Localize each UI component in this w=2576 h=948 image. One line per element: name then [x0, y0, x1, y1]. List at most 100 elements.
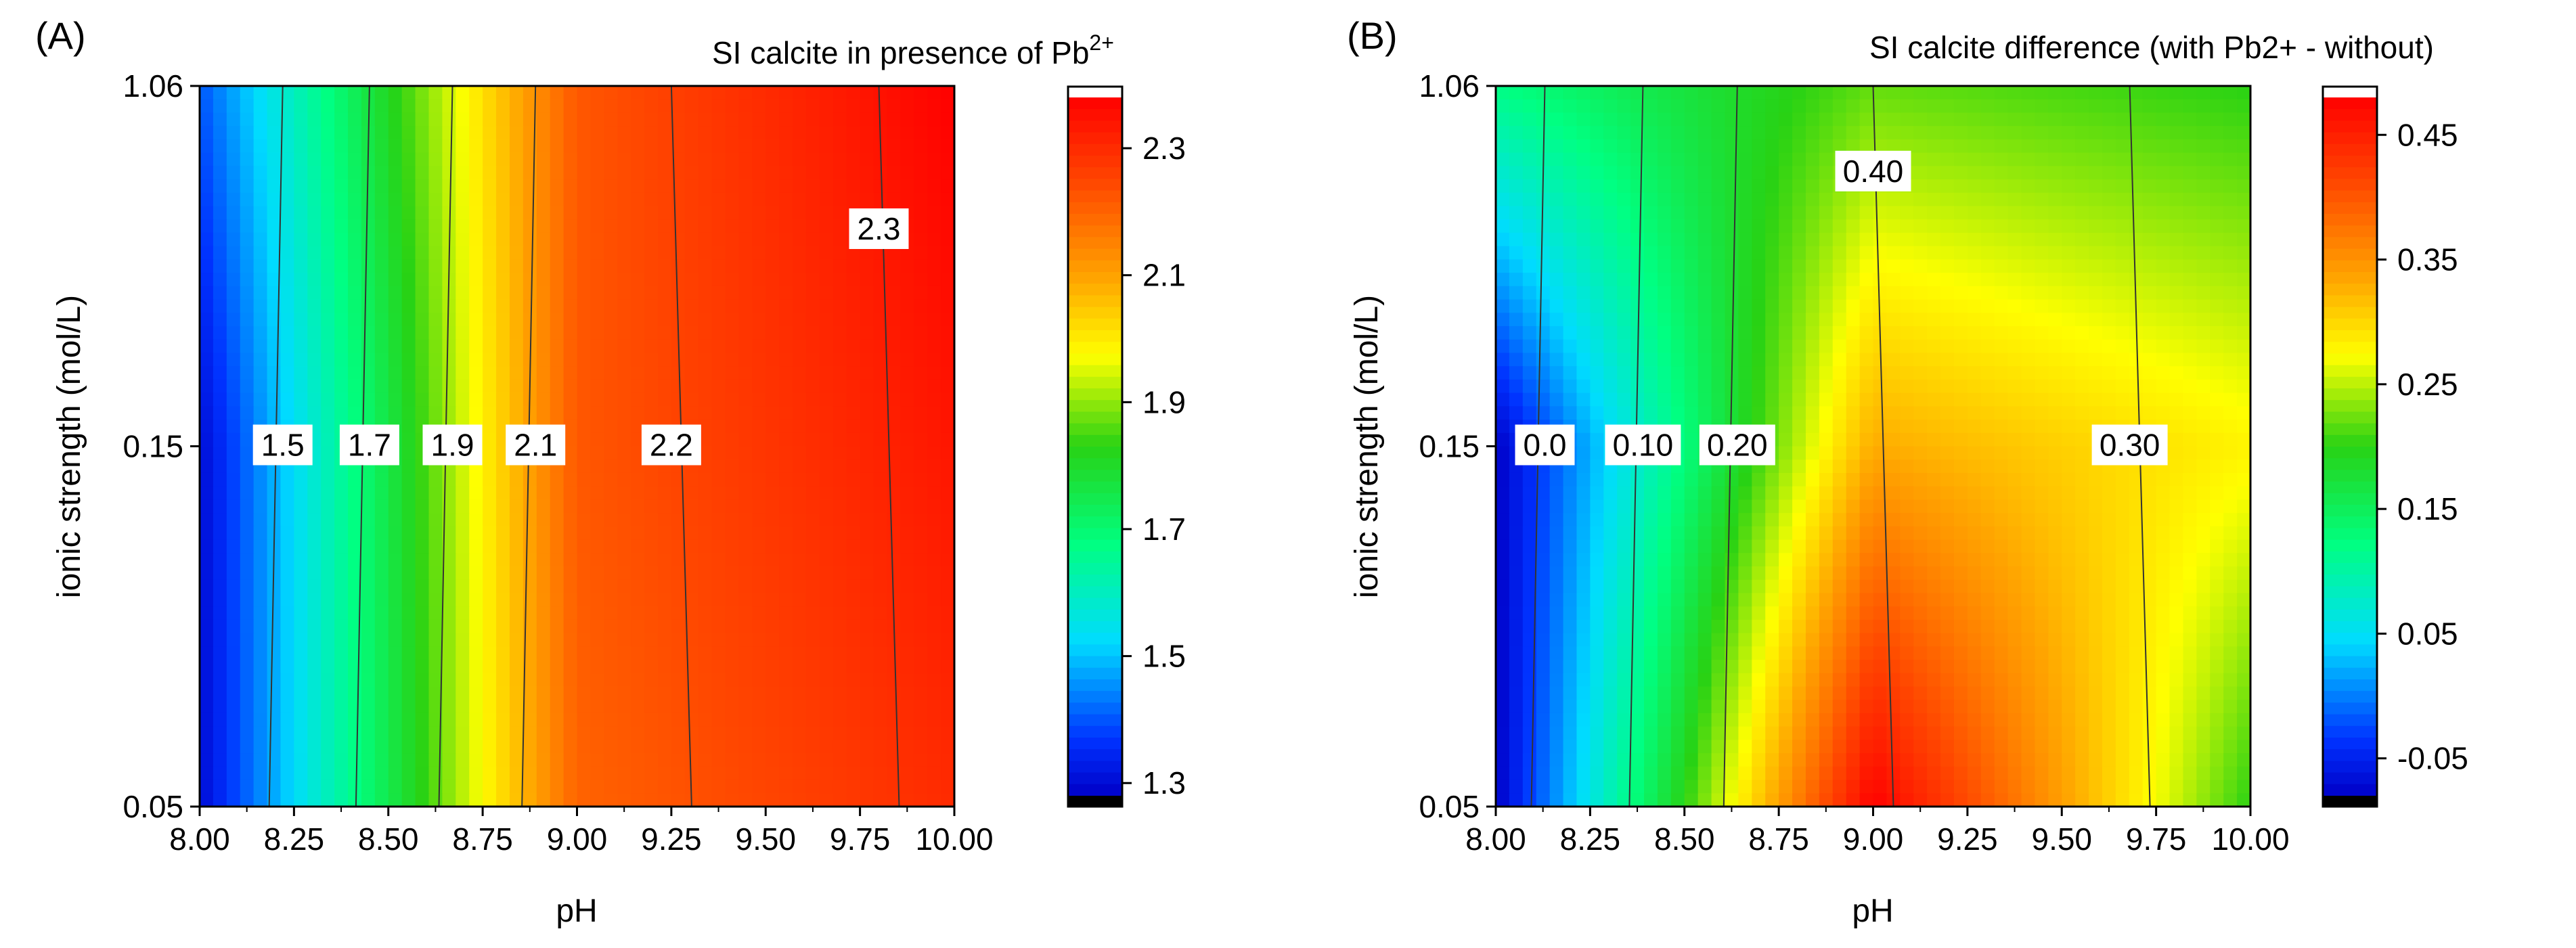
heatmap-cell	[2196, 126, 2211, 140]
heatmap-cell	[1832, 286, 1847, 300]
heatmap-cell	[832, 566, 847, 581]
heatmap-cell	[604, 192, 619, 207]
heatmap-cell	[348, 660, 362, 674]
heatmap-cell	[1900, 313, 1915, 327]
heatmap-cell	[2210, 166, 2224, 180]
heatmap-cell	[671, 619, 686, 634]
heatmap-cell	[1711, 139, 1726, 154]
heatmap-cell	[563, 472, 578, 487]
heatmap-cell	[805, 112, 820, 127]
heatmap-cell	[267, 299, 282, 314]
heatmap-cell	[1509, 86, 1524, 100]
heatmap-cell	[1846, 206, 1861, 221]
heatmap-cell	[200, 726, 214, 741]
heatmap-cell	[1752, 232, 1767, 247]
heatmap-cell	[226, 232, 241, 247]
heatmap-cell	[1684, 459, 1699, 474]
heatmap-cell	[1913, 232, 1928, 247]
heatmap-cell	[1738, 339, 1753, 354]
heatmap-cell	[2223, 273, 2238, 287]
heatmap-cell	[900, 420, 915, 434]
heatmap-cell	[1509, 379, 1524, 394]
heatmap-cell	[1617, 179, 1631, 194]
heatmap-cell	[334, 139, 349, 154]
heatmap-cell	[684, 99, 699, 114]
heatmap-cell	[469, 660, 483, 674]
heatmap-cell	[213, 299, 227, 314]
heatmap-cell	[1576, 286, 1591, 300]
heatmap-cell	[846, 126, 861, 140]
heatmap-cell	[779, 246, 793, 261]
heatmap-cell	[2169, 219, 2184, 233]
heatmap-cell	[1967, 166, 1982, 180]
heatmap-cell	[1886, 299, 1901, 314]
heatmap-cell	[631, 366, 645, 380]
heatmap-cell	[617, 499, 631, 514]
heatmap-cell	[536, 192, 551, 207]
colorbar-band	[1068, 272, 1122, 284]
heatmap-cell	[1752, 353, 1767, 367]
heatmap-cell	[2115, 313, 2130, 327]
heatmap-cell	[657, 579, 672, 594]
heatmap-cell	[832, 766, 847, 781]
heatmap-cell	[388, 740, 403, 754]
heatmap-cell	[927, 112, 941, 127]
heatmap-cell	[631, 486, 645, 501]
heatmap-cell	[469, 499, 483, 514]
heatmap-cell	[577, 192, 592, 207]
heatmap-cell	[253, 99, 268, 114]
heatmap-cell	[200, 392, 214, 407]
heatmap-cell	[738, 513, 753, 527]
heatmap-cell	[469, 753, 483, 767]
heatmap-cell	[226, 432, 241, 447]
heatmap-cell	[927, 513, 941, 527]
heatmap-cell	[374, 579, 389, 594]
heatmap-cell	[334, 353, 349, 367]
heatmap-cell	[2142, 179, 2157, 194]
heatmap-cell	[2183, 206, 2198, 221]
heatmap-cell	[1994, 286, 2009, 300]
colorbar-band	[1068, 434, 1122, 447]
heatmap-cell	[1617, 126, 1631, 140]
heatmap-cell	[832, 633, 847, 648]
heatmap-cell	[267, 660, 282, 674]
heatmap-cell	[200, 179, 214, 194]
heatmap-cell	[280, 99, 295, 114]
heatmap-cell	[1603, 192, 1618, 207]
heatmap-cell	[213, 646, 227, 660]
heatmap-cell	[631, 86, 645, 100]
heatmap-cell	[267, 499, 282, 514]
heatmap-cell	[604, 459, 619, 474]
heatmap-cell	[1738, 326, 1753, 340]
heatmap-cell	[1980, 299, 1995, 314]
heatmap-cell	[334, 526, 349, 541]
heatmap-cell	[1805, 459, 1820, 474]
heatmap-cell	[738, 579, 753, 594]
heatmap-cell	[684, 740, 699, 754]
heatmap-cell	[267, 646, 282, 660]
heatmap-cell	[2102, 126, 2116, 140]
heatmap-cell	[2048, 339, 2063, 354]
heatmap-cell	[253, 179, 268, 194]
heatmap-cell	[550, 286, 564, 300]
heatmap-cell	[2062, 459, 2076, 474]
heatmap-cell	[1496, 313, 1510, 327]
heatmap-cell	[240, 459, 254, 474]
colorbar-tick-label: 1.5	[1142, 639, 1186, 674]
heatmap-cell	[819, 553, 834, 567]
heatmap-cell	[577, 753, 592, 767]
heatmap-cell	[873, 392, 888, 407]
heatmap-cell	[1819, 259, 1834, 273]
heatmap-cell	[496, 166, 510, 180]
heatmap-cell	[738, 152, 753, 167]
heatmap-cell	[927, 232, 941, 247]
heatmap-cell	[779, 420, 793, 434]
heatmap-cell	[2075, 313, 2089, 327]
heatmap-cell	[563, 633, 578, 648]
heatmap-cell	[2196, 152, 2211, 167]
y-tick-label: 0.05	[123, 789, 183, 824]
heatmap-cell	[401, 633, 416, 648]
heatmap-cell	[1576, 99, 1591, 114]
colorbar-band	[1068, 691, 1122, 703]
heatmap-cell	[1913, 499, 1928, 514]
